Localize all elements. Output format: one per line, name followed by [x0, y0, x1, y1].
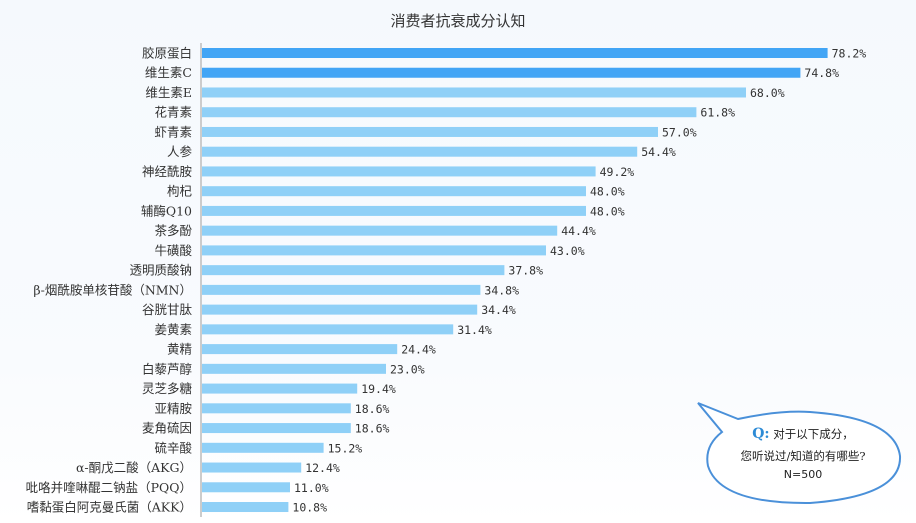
- category-label: 胶原蛋白: [142, 46, 192, 61]
- bar: [202, 324, 454, 335]
- value-label: 23.0%: [390, 362, 425, 376]
- bar: [202, 245, 546, 256]
- bar: [202, 146, 638, 157]
- callout-line1: 对于以下成分，: [773, 427, 854, 441]
- category-label: 辅酶Q10: [141, 203, 192, 218]
- bar: [202, 166, 596, 177]
- speech-bubble-shape: [697, 402, 902, 505]
- bar: [202, 344, 398, 355]
- value-label: 31.4%: [457, 323, 492, 337]
- value-label: 12.4%: [305, 461, 340, 475]
- q-label: Q:: [752, 426, 770, 442]
- value-label: 11.0%: [294, 481, 329, 495]
- category-label: 黄精: [167, 342, 192, 357]
- bar: [202, 107, 697, 118]
- category-label: 虾青素: [154, 124, 192, 139]
- bar: [202, 482, 290, 493]
- value-label: 74.8%: [804, 66, 839, 80]
- value-label: 15.2%: [328, 441, 363, 455]
- category-label: 茶多酚: [154, 223, 192, 238]
- bar: [202, 48, 828, 58]
- callout-line3: N=500: [783, 468, 823, 481]
- value-label: 49.2%: [600, 165, 635, 179]
- bar: [202, 284, 481, 295]
- bar: [202, 363, 386, 374]
- category-label: β-烟酰胺单核苷酸（NMN）: [33, 282, 192, 297]
- category-label: 灵芝多糖: [142, 381, 193, 396]
- value-label: 54.4%: [641, 145, 676, 159]
- value-label: 44.4%: [561, 224, 596, 238]
- value-label: 34.4%: [481, 303, 516, 317]
- category-label: 谷胱甘肽: [142, 302, 193, 317]
- category-label: 牛磺酸: [154, 243, 192, 258]
- bar: [202, 205, 586, 216]
- category-label: 神经酰胺: [142, 164, 192, 179]
- bar: [202, 304, 478, 315]
- bar: [202, 186, 586, 197]
- value-label: 34.8%: [484, 283, 519, 297]
- question-callout: Q: 对于以下成分， 您听说过/知道的有哪些? N=500: [690, 398, 916, 523]
- value-label: 19.4%: [361, 382, 396, 396]
- category-label: 姜黄素: [154, 322, 192, 337]
- bar: [202, 225, 558, 236]
- value-label: 18.6%: [355, 422, 390, 436]
- value-label: 48.0%: [590, 185, 625, 199]
- category-label: 人参: [167, 144, 193, 159]
- value-label: 43.0%: [550, 244, 585, 258]
- value-label: 10.8%: [292, 501, 327, 515]
- bar: [202, 442, 324, 453]
- bar: [202, 423, 351, 434]
- value-label: 61.8%: [700, 106, 735, 120]
- bar: [202, 403, 351, 414]
- category-label: 维生素E: [145, 85, 192, 100]
- bar: [202, 87, 746, 98]
- bar: [202, 462, 302, 473]
- value-label: 37.8%: [508, 264, 543, 278]
- bar: [202, 383, 358, 394]
- category-label: 亚精胺: [154, 401, 192, 416]
- category-label: 硫辛酸: [154, 440, 192, 455]
- category-label: 维生素C: [145, 65, 192, 80]
- category-label: 白藜芦醇: [142, 361, 192, 376]
- chart-title: 消费者抗衰成分认知: [390, 12, 526, 30]
- callout-line2: 您听说过/知道的有哪些?: [740, 449, 866, 463]
- bar: [202, 265, 505, 276]
- category-label: 花青素: [154, 105, 192, 120]
- category-label: 嗜黏蛋白阿克曼氏菌（AKK）: [27, 500, 192, 515]
- category-label: 枸杞: [167, 184, 193, 199]
- value-label: 68.0%: [750, 86, 785, 100]
- category-label: 吡咯并喹啉醌二钠盐（PQQ）: [26, 480, 192, 495]
- value-label: 24.4%: [401, 343, 436, 357]
- bar: [202, 126, 658, 137]
- value-label: 78.2%: [832, 47, 867, 61]
- bar: [202, 502, 289, 513]
- value-label: 48.0%: [590, 204, 625, 218]
- category-label: 透明质酸钠: [129, 263, 192, 278]
- bar: [202, 67, 801, 78]
- value-label: 18.6%: [355, 402, 390, 416]
- category-label: 麦角硫因: [142, 421, 192, 436]
- value-label: 57.0%: [662, 125, 697, 139]
- category-label: α-酮戊二酸（AKG）: [76, 460, 192, 475]
